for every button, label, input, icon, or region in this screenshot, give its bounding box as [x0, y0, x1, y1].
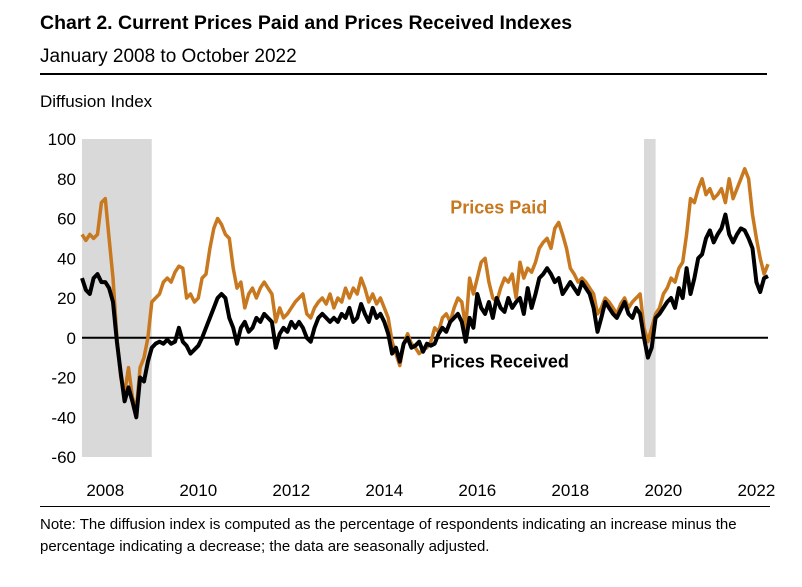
x-axis-ticks: 2008 2010 2012 2014 2016 2018 2020 2022	[86, 481, 775, 500]
y-tick-label: -40	[51, 408, 76, 427]
chart-title: Chart 2. Current Prices Paid and Prices …	[40, 12, 573, 34]
y-tick-label: -20	[51, 369, 76, 388]
x-tick-label: 2018	[551, 481, 589, 500]
x-tick-label: 2008	[86, 481, 124, 500]
series-line-prices-paid	[80, 167, 770, 412]
x-tick-label: 2010	[179, 481, 217, 500]
recession-shading	[82, 139, 656, 457]
chart-subtitle: January 2008 to October 2022	[40, 46, 297, 67]
y-tick-label: 40	[57, 249, 76, 268]
y-tick-label: 0	[67, 329, 76, 348]
x-tick-label: 2014	[365, 481, 403, 500]
y-tick-label: 60	[57, 210, 76, 229]
y-tick-label: 20	[57, 289, 76, 308]
series-lines	[80, 167, 770, 420]
x-tick-label: 2022	[737, 481, 775, 500]
x-tick-label: 2012	[272, 481, 310, 500]
series-line-prices-received	[80, 212, 769, 420]
bottom-rule	[40, 506, 770, 507]
y-tick-label: 100	[48, 130, 76, 149]
y-tick-label: -60	[51, 448, 76, 467]
chart-note: Note: The diffusion index is computed as…	[40, 516, 737, 555]
series-label-prices-paid: Prices Paid	[450, 198, 547, 218]
series-label-prices-received: Prices Received	[431, 352, 569, 372]
y-tick-label: 80	[57, 170, 76, 189]
x-tick-label: 2016	[458, 481, 496, 500]
y-axis-label: Diffusion Index	[40, 92, 153, 111]
y-axis-ticks: 100 80 60 40 20 0 -20 -40 -60	[48, 130, 76, 467]
recession-band-2	[643, 139, 656, 457]
x-tick-label: 2020	[644, 481, 682, 500]
recession-band-1	[82, 139, 152, 457]
top-rule	[40, 73, 767, 75]
